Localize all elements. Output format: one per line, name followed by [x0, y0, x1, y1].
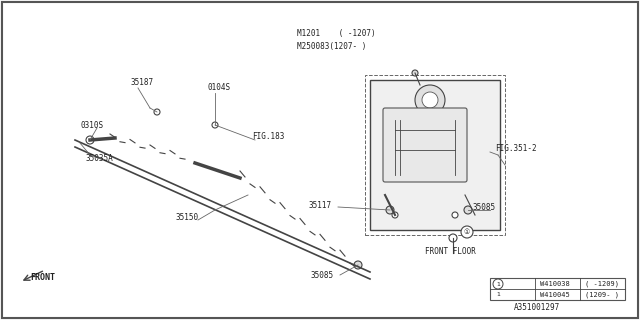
Text: 35117: 35117: [308, 201, 331, 210]
FancyBboxPatch shape: [383, 108, 467, 182]
Circle shape: [86, 136, 94, 144]
Text: A351001297: A351001297: [514, 303, 560, 312]
Text: 0104S: 0104S: [207, 83, 230, 92]
Circle shape: [212, 122, 218, 128]
Text: 35035A: 35035A: [85, 154, 113, 163]
Circle shape: [412, 70, 418, 76]
Text: ( -1209): ( -1209): [585, 281, 619, 287]
Text: 35085: 35085: [472, 203, 495, 212]
Circle shape: [422, 92, 438, 108]
Text: W410045: W410045: [540, 292, 570, 298]
Text: FRONT FLOOR: FRONT FLOOR: [425, 247, 476, 257]
Bar: [365, 75, 505, 235]
Text: M250083(1207- ): M250083(1207- ): [297, 42, 366, 51]
Text: ①: ①: [464, 229, 470, 235]
Circle shape: [392, 212, 398, 218]
Circle shape: [154, 109, 160, 115]
Text: M1201    ( -1207): M1201 ( -1207): [297, 28, 376, 37]
Circle shape: [452, 212, 458, 218]
Circle shape: [354, 261, 362, 269]
Text: 1: 1: [496, 292, 500, 298]
Text: 35150: 35150: [175, 213, 198, 222]
Bar: [370, 80, 500, 230]
Bar: [490, 278, 625, 300]
Text: (1209- ): (1209- ): [585, 292, 619, 298]
Circle shape: [386, 206, 394, 214]
Circle shape: [449, 234, 457, 242]
Circle shape: [415, 85, 445, 115]
Text: 0310S: 0310S: [80, 121, 103, 130]
Circle shape: [461, 226, 473, 238]
Circle shape: [493, 279, 503, 289]
Text: W410038: W410038: [540, 281, 570, 287]
Circle shape: [464, 206, 472, 214]
Text: FIG.183: FIG.183: [252, 132, 284, 140]
Text: FIG.351-2: FIG.351-2: [495, 143, 536, 153]
Text: FRONT: FRONT: [30, 274, 55, 283]
Text: 35187: 35187: [130, 77, 153, 86]
Text: 1: 1: [496, 282, 500, 286]
Text: 35085: 35085: [310, 271, 333, 281]
